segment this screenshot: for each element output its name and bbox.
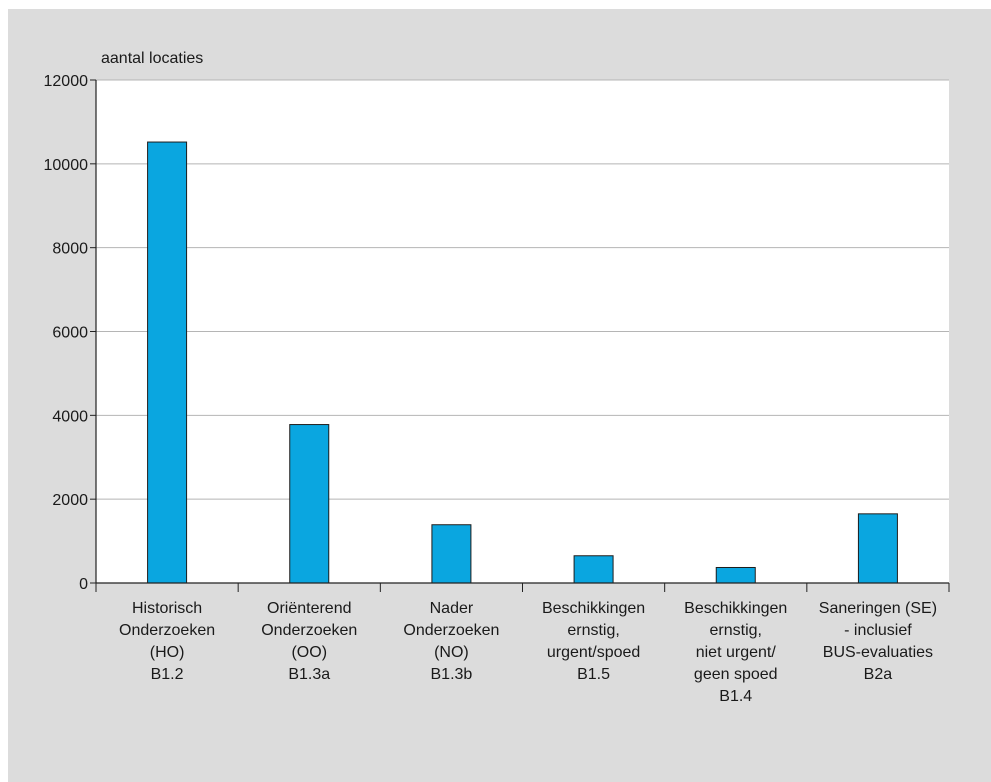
- x-category-label-line: geen spoed: [694, 666, 778, 683]
- y-axis-label: aantal locaties: [101, 50, 203, 67]
- y-tick-label: 12000: [44, 73, 89, 90]
- x-category-label-line: niet urgent/: [696, 644, 777, 661]
- x-category-label-line: Onderzoeken: [119, 622, 215, 639]
- x-category-label-line: B1.4: [719, 688, 752, 705]
- x-category-label: Historisch Onderzoeken (HO) B1.2: [119, 600, 215, 683]
- bar: [857, 513, 898, 584]
- x-category-label-line: B1.2: [151, 666, 184, 683]
- x-category-label-line: B2a: [864, 666, 893, 683]
- x-category-label-line: B1.3a: [288, 666, 330, 683]
- x-category-label: Oriënterend Onderzoeken (OO) B1.3a: [261, 600, 357, 683]
- x-category-label: Beschikkingen ernstig, urgent/spoed B1.5: [542, 600, 645, 683]
- x-category-label-line: BUS-evaluaties: [823, 644, 933, 661]
- x-category-label: Saneringen (SE) - inclusief BUS-evaluaties…: [819, 600, 937, 683]
- x-category-label-line: (HO): [150, 644, 185, 661]
- x-category-label-line: Saneringen (SE): [819, 600, 937, 617]
- bar: [715, 566, 756, 584]
- grid-lines: [96, 79, 949, 500]
- x-category-label-line: B1.3b: [431, 666, 473, 683]
- x-category-label-line: Oriënterend: [267, 600, 352, 617]
- x-category-labels: Historisch Onderzoeken (HO) B1.2 Oriënterend…: [119, 600, 937, 705]
- x-category-label-line: Beschikkingen: [684, 600, 787, 617]
- x-category-label-line: (OO): [291, 644, 327, 661]
- y-tick-labels: 0 2000 4000 6000 8000 10000 12000: [44, 73, 89, 593]
- y-tick-label: 8000: [52, 241, 88, 258]
- y-tick-label: 0: [79, 576, 88, 593]
- bar-chart: 0 2000 4000 6000 8000 10000 12000 Historisch On…: [44, 50, 950, 705]
- x-category-label: Beschikkingen ernstig, niet urgent/geen sp…: [684, 600, 787, 705]
- y-tick-label: 2000: [52, 492, 88, 509]
- x-category-label-line: ernstig,: [710, 622, 762, 639]
- chart-panel: 0 2000 4000 6000 8000 10000 12000 Historisch On…: [8, 9, 991, 782]
- bar: [147, 141, 188, 584]
- y-tick-label: 4000: [52, 408, 88, 425]
- x-category-label-line: Nader: [430, 600, 474, 617]
- x-category-label-line: ernstig,: [567, 622, 619, 639]
- bar: [289, 424, 330, 584]
- x-category-label-line: Onderzoeken: [403, 622, 499, 639]
- x-category-label-line: Onderzoeken: [261, 622, 357, 639]
- x-category-label-line: (NO): [434, 644, 469, 661]
- bars: [147, 141, 898, 584]
- bar: [431, 524, 472, 584]
- bar: [573, 555, 614, 584]
- y-tick-label: 6000: [52, 325, 88, 342]
- x-category-label-line: B1.5: [577, 666, 610, 683]
- axes: [90, 79, 950, 592]
- x-category-label: Nader Onderzoeken (NO) B1.3b: [403, 600, 499, 683]
- x-category-label-line: Beschikkingen: [542, 600, 645, 617]
- y-tick-label: 10000: [44, 157, 89, 174]
- x-category-label-line: Historisch: [132, 600, 202, 617]
- x-category-label-line: urgent/spoed: [547, 644, 640, 661]
- x-category-label-line: - inclusief: [844, 622, 912, 639]
